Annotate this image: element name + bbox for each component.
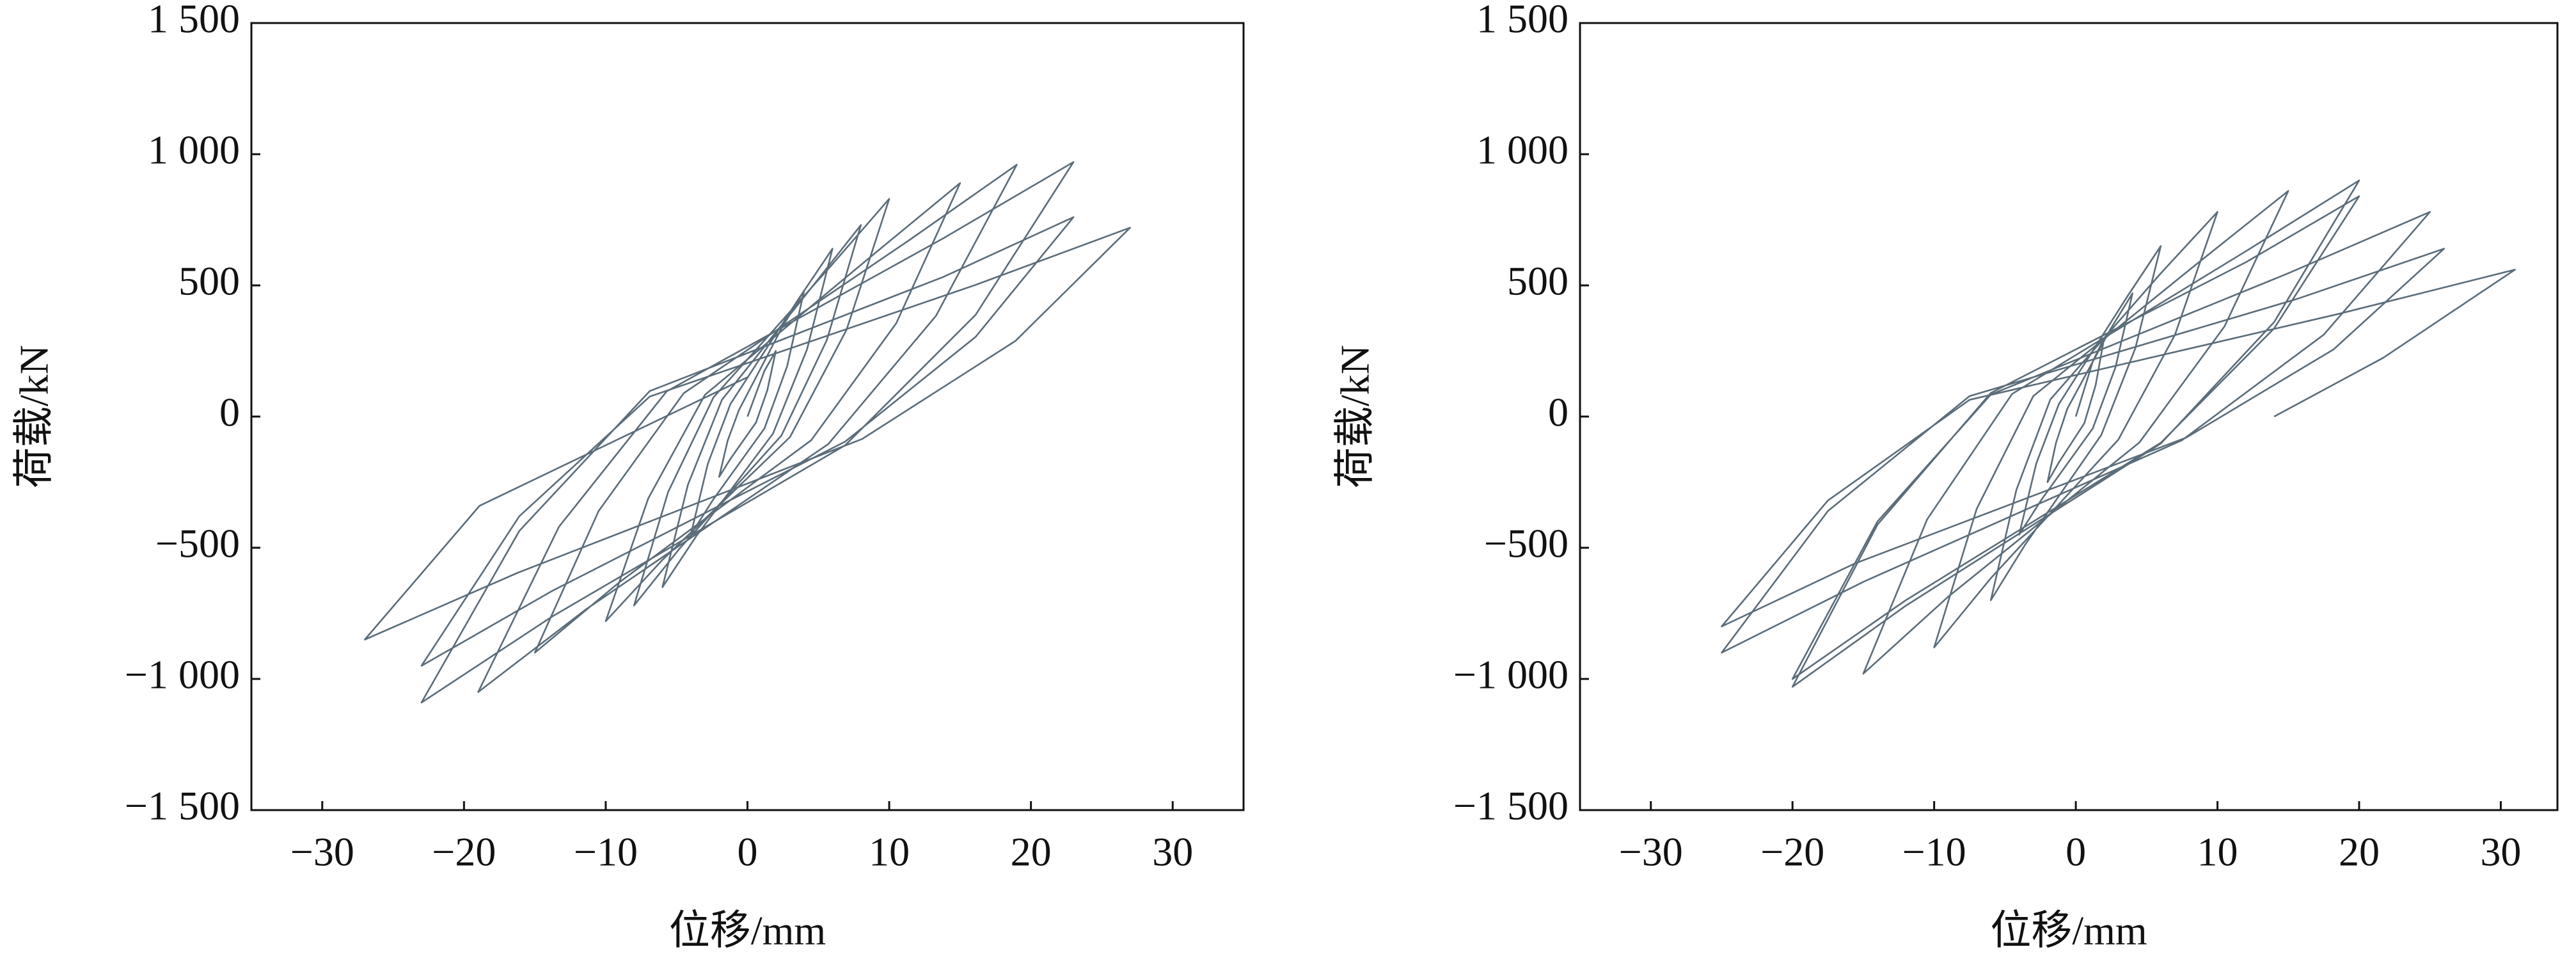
x-tick-label: 30 [2480, 829, 2521, 875]
hysteresis-curve [364, 161, 1131, 704]
x-tick-label: −10 [574, 829, 638, 875]
y-tick-label: −500 [155, 521, 240, 566]
hysteresis-curve [1721, 179, 2516, 688]
y-tick-label: −1 000 [1453, 652, 1569, 697]
x-tick-label: −30 [290, 829, 354, 875]
x-tick-label: −20 [1760, 829, 1824, 875]
x-tick-label: −30 [1619, 829, 1683, 875]
plot-frame [1579, 22, 2559, 811]
y-axis-label: 荷载/kN [1332, 345, 1378, 488]
y-tick-label: −1 500 [1453, 783, 1569, 829]
x-tick-label: 0 [2066, 829, 2086, 875]
y-tick-label: 1 500 [1476, 0, 1569, 42]
x-tick-label: 20 [1011, 829, 1052, 875]
x-tick-label: 20 [2339, 829, 2380, 875]
y-tick-label: 0 [1548, 390, 1569, 435]
x-axis-label: 位移/mm [669, 908, 826, 953]
x-tick-label: 10 [869, 829, 910, 875]
y-tick-label: 0 [219, 390, 240, 435]
y-tick-label: 500 [178, 259, 240, 304]
y-tick-label: 1 500 [148, 0, 240, 42]
x-axis-label: 位移/mm [1990, 908, 2147, 953]
x-tick-label: 10 [2197, 829, 2238, 875]
y-tick-label: −1 000 [125, 652, 240, 697]
y-tick-label: −1 500 [125, 783, 240, 829]
y-tick-label: 500 [1507, 259, 1569, 304]
x-tick-label: 30 [1152, 829, 1193, 875]
y-tick-label: −500 [1484, 521, 1569, 566]
x-tick-label: 0 [738, 829, 758, 875]
y-tick-label: 1 000 [148, 127, 240, 173]
x-tick-label: −10 [1902, 829, 1966, 875]
y-tick-label: 1 000 [1476, 127, 1569, 173]
x-tick-label: −20 [432, 829, 496, 875]
y-axis-label: 荷载/kN [12, 345, 57, 488]
